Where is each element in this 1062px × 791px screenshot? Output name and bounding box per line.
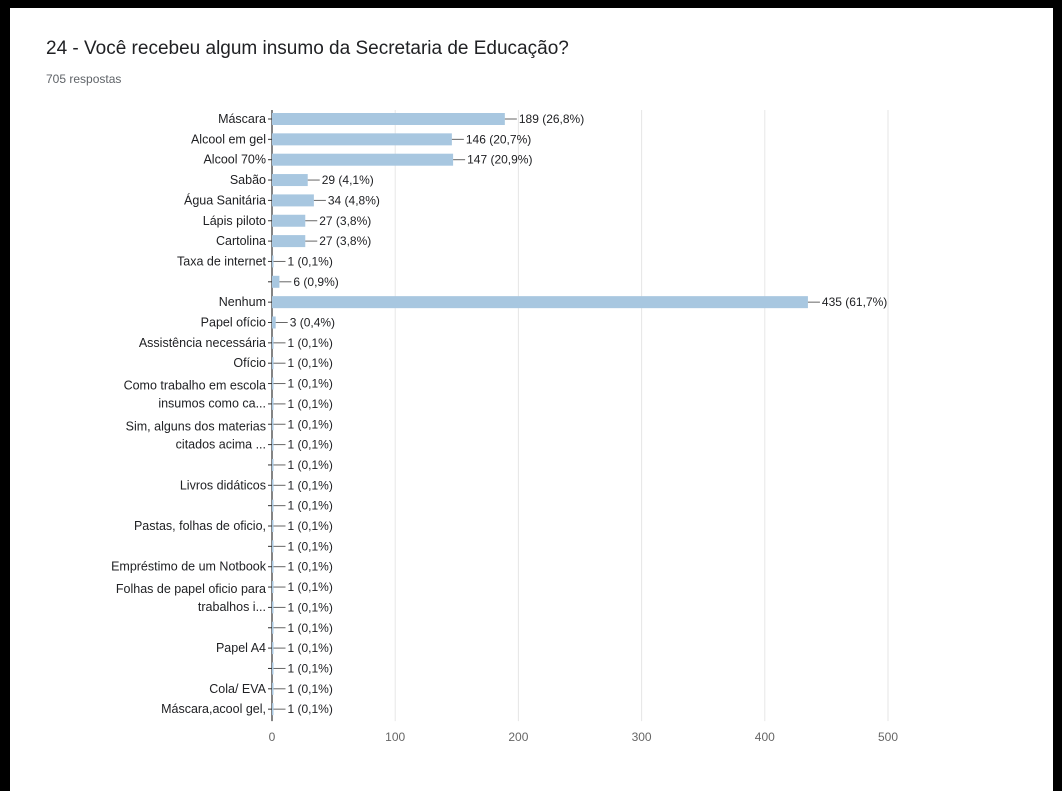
bar <box>272 336 274 349</box>
data-label: 1 (0,1%) <box>288 621 333 635</box>
data-label: 1 (0,1%) <box>288 580 333 594</box>
data-label: 1 (0,1%) <box>288 417 333 431</box>
category-labels: Máscara Alcool em gel Alcool 70% Sabão Água … <box>111 112 267 716</box>
category-label: Alcool 70% <box>203 153 266 167</box>
x-tick-label: 200 <box>508 730 528 744</box>
bar <box>272 458 274 471</box>
x-tick-label: 100 <box>385 730 405 744</box>
data-label: 1 (0,1%) <box>288 661 333 675</box>
category-label: Livros didáticos <box>180 478 266 492</box>
bar <box>272 560 274 573</box>
category-label-wrapped: insumos como ca... <box>158 397 266 411</box>
data-label: 27 (3,8%) <box>319 234 371 248</box>
category-label: Taxa de internet <box>177 254 266 268</box>
data-label: 1 (0,1%) <box>288 438 333 452</box>
data-label: 1 (0,1%) <box>288 397 333 411</box>
data-label: 1 (0,1%) <box>288 560 333 574</box>
category-label: Máscara <box>218 112 266 126</box>
x-tick-label: 400 <box>755 730 775 744</box>
data-label: 6 (0,9%) <box>293 275 338 289</box>
bar <box>272 235 306 248</box>
category-label: Papel ofício <box>201 316 266 330</box>
bar <box>272 662 274 675</box>
x-tick-label: 500 <box>878 730 898 744</box>
category-label: Alcool em gel <box>191 132 266 146</box>
bar <box>272 520 274 532</box>
bar <box>272 642 274 655</box>
data-label: 1 (0,1%) <box>288 539 333 553</box>
bar <box>272 194 314 207</box>
data-label: 1 (0,1%) <box>288 600 333 614</box>
bars <box>272 113 808 716</box>
data-label: 1 (0,1%) <box>288 682 333 696</box>
value-labels: 189 (26,8%) 146 (20,7%) 147 (20,9%) 29 (4,1… <box>273 112 887 716</box>
category-label-wrapped: Folhas de papel oficio para <box>116 582 266 596</box>
category-label-wrapped: Como trabalho em escola <box>124 379 266 393</box>
category-label: Empréstimo de um Notbook <box>111 560 267 574</box>
category-label: Sabão <box>230 173 266 187</box>
category-label-wrapped: Sim, alguns dos materias <box>126 419 266 433</box>
question-title: 24 - Você recebeu algum insumo da Secret… <box>46 38 569 59</box>
bar <box>272 377 274 390</box>
x-tick-label: 0 <box>269 730 276 744</box>
category-label: Lápis piloto <box>203 214 266 228</box>
bar <box>272 133 452 146</box>
category-label: Ofício <box>233 356 266 370</box>
bar <box>272 174 308 187</box>
category-label: Pastas, folhas de oficio, <box>134 519 266 533</box>
bar <box>272 357 274 370</box>
category-label: Nenhum <box>219 295 266 309</box>
bar <box>272 438 274 451</box>
data-label: 1 (0,1%) <box>288 254 333 268</box>
bar <box>272 499 274 512</box>
bar <box>272 113 505 125</box>
bar <box>272 214 306 227</box>
data-label: 1 (0,1%) <box>288 356 333 370</box>
category-label-wrapped: trabalhos i... <box>198 600 266 614</box>
data-label: 3 (0,4%) <box>290 316 335 330</box>
response-count: 705 respostas <box>46 72 122 86</box>
data-label: 189 (26,8%) <box>519 112 584 126</box>
grid-lines <box>268 110 889 722</box>
bar <box>272 703 274 716</box>
category-label: Papel A4 <box>216 641 266 655</box>
bar <box>272 397 274 410</box>
data-label: 1 (0,1%) <box>288 377 333 391</box>
bar <box>272 255 274 268</box>
bar <box>272 479 274 492</box>
bar <box>272 275 280 288</box>
x-axis-ticks: 0 100 200 300 400 500 <box>269 730 899 744</box>
data-label: 146 (20,7%) <box>466 132 531 146</box>
category-label: Máscara,acool gel, <box>161 702 266 716</box>
bar <box>272 621 274 634</box>
data-label: 1 (0,1%) <box>288 702 333 716</box>
data-label: 27 (3,8%) <box>319 214 371 228</box>
data-label: 1 (0,1%) <box>288 478 333 492</box>
category-label: Assistência necessária <box>139 336 266 350</box>
x-tick-label: 300 <box>632 730 652 744</box>
bar <box>272 601 274 614</box>
category-label: Cartolina <box>216 234 266 248</box>
bar <box>272 153 454 166</box>
bar <box>272 316 276 329</box>
category-label: Cola/ EVA <box>209 682 266 696</box>
bar <box>272 581 274 594</box>
data-label: 1 (0,1%) <box>288 641 333 655</box>
data-label: 1 (0,1%) <box>288 458 333 472</box>
data-label: 1 (0,1%) <box>288 519 333 533</box>
bar <box>272 296 808 309</box>
bar <box>272 418 274 431</box>
data-label: 1 (0,1%) <box>288 499 333 513</box>
data-label: 34 (4,8%) <box>328 193 380 207</box>
data-label: 29 (4,1%) <box>322 173 374 187</box>
data-label: 435 (61,7%) <box>822 295 887 309</box>
category-label-wrapped: citados acima ... <box>176 437 266 451</box>
data-label: 147 (20,9%) <box>467 153 532 167</box>
bar <box>272 540 274 553</box>
data-label: 1 (0,1%) <box>288 336 333 350</box>
bar <box>272 682 274 695</box>
category-label: Água Sanitária <box>184 192 266 207</box>
